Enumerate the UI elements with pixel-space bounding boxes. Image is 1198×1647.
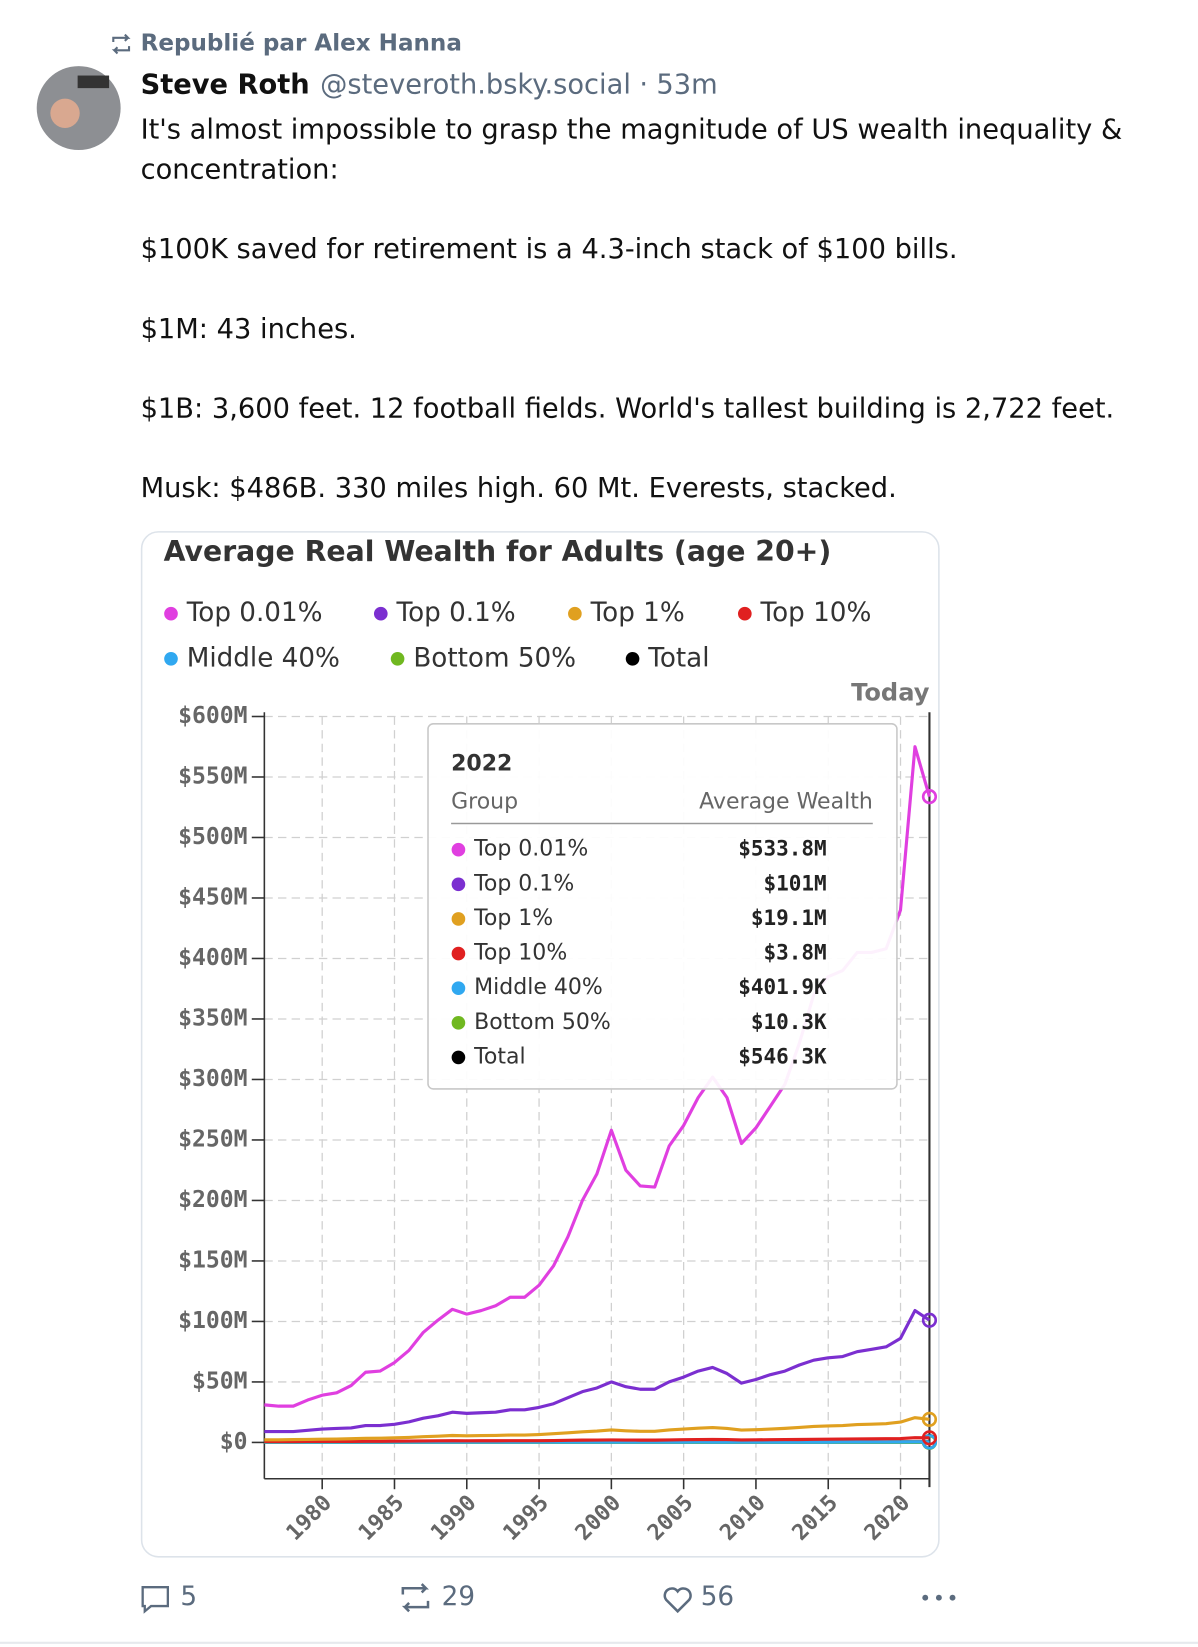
y-tick-label: $500M <box>178 824 247 850</box>
repost-icon <box>111 33 131 55</box>
author-name[interactable]: Steve Roth <box>141 70 310 101</box>
tooltip-group: Top 1% <box>473 906 553 931</box>
y-tick-label: $200M <box>178 1187 247 1213</box>
legend-label: Top 0.1% <box>396 598 516 628</box>
tooltip-header: Group <box>451 790 518 815</box>
series-line <box>264 1416 930 1442</box>
legend-swatch <box>625 651 640 666</box>
legend-label: Top 0.01% <box>186 598 323 628</box>
series-line <box>264 1308 931 1434</box>
avatar-detail <box>77 75 110 89</box>
tooltip-group: Total <box>473 1044 525 1069</box>
tooltip-group: Top 0.01% <box>473 837 588 862</box>
legend-label: Top 10% <box>760 598 872 628</box>
tooltip-value: $10.3K <box>751 1010 827 1034</box>
tooltip-value: $401.9K <box>738 975 827 999</box>
y-tick-label: $50M <box>192 1368 248 1394</box>
legend-label: Top 1% <box>590 598 685 628</box>
author-handle[interactable]: @steveroth.bsky.social <box>320 70 631 101</box>
legend-swatch <box>373 606 388 621</box>
avatar-face <box>50 98 80 128</box>
series-line <box>264 1436 930 1444</box>
like-count: 56 <box>701 1582 734 1612</box>
paragraph: Musk: $486B. 330 miles high. 60 Mt. Ever… <box>140 473 897 505</box>
end-marker <box>921 1411 938 1427</box>
legend-label: Bottom 50% <box>413 643 576 673</box>
legend-swatch <box>737 606 752 621</box>
chart-title: Average Real Wealth for Adults (age 20+) <box>164 535 832 568</box>
reply-count: 5 <box>180 1582 197 1612</box>
end-marker <box>921 788 938 805</box>
legend-swatch <box>390 651 405 666</box>
post-body: It's almost impossible to grasp the magn… <box>141 110 1180 509</box>
y-tick-label: $550M <box>178 763 247 789</box>
tooltip-swatch <box>451 912 466 926</box>
tooltip-swatch <box>451 842 466 857</box>
tooltip-value: $546.3K <box>738 1044 827 1068</box>
end-marker <box>921 1430 938 1446</box>
legend-label: Middle 40% <box>187 643 340 673</box>
y-tick-label: $250M <box>178 1126 247 1152</box>
y-tick-label: $400M <box>178 945 247 971</box>
tooltip-title: 2022 <box>451 752 512 777</box>
paragraph: It's almost impossible to grasp the magn… <box>140 114 1123 186</box>
legend-swatch <box>568 606 582 621</box>
post-time: 53m <box>656 70 717 101</box>
separator: · <box>639 70 648 101</box>
like-icon[interactable] <box>663 1587 692 1614</box>
paragraph: $100K saved for retirement is a 4.3-inch… <box>140 233 958 266</box>
today-annotation: Today <box>851 678 930 706</box>
paragraph: $1M: 43 inches. <box>140 313 357 346</box>
y-tick-label: $350M <box>178 1005 247 1031</box>
tooltip-group: Top 10% <box>473 941 567 966</box>
post-text: It's almost impossible to grasp the magn… <box>141 110 1180 509</box>
tooltip-value: $3.8M <box>764 941 827 965</box>
tooltip-swatch <box>451 946 466 961</box>
chart: $0 $50M $100M $150M $200M $250M $300M $350M $400… <box>164 598 938 1546</box>
legend-swatch <box>164 606 178 621</box>
tooltip-header: Average Wealth <box>699 790 873 815</box>
y-tick-label: $300M <box>178 1066 247 1092</box>
y-tick-label: $600M <box>178 703 247 729</box>
tooltip-group: Bottom 50% <box>474 1010 611 1035</box>
repost-count: 29 <box>442 1582 475 1612</box>
tooltip-group: Middle 40% <box>474 975 603 1000</box>
y-tick-label: $100M <box>178 1308 247 1334</box>
tooltip-swatch <box>451 1050 466 1065</box>
tooltip: 2022 Group Average Wealth Top 0.01% $533.8M T… <box>427 723 898 1090</box>
end-marker <box>921 1312 938 1328</box>
tooltip-swatch <box>451 981 466 996</box>
legend-swatch <box>164 651 178 666</box>
y-tick-label: $150M <box>178 1247 247 1273</box>
more-button[interactable] <box>922 1594 956 1601</box>
y-tick-label: $450M <box>178 884 247 910</box>
tooltip-box <box>427 723 898 1090</box>
legend-label: Total <box>647 643 709 673</box>
tooltip-group: Top 0.1% <box>473 871 574 896</box>
repost-button[interactable] <box>401 1583 430 1613</box>
tooltip-value: $19.1M <box>751 906 827 930</box>
tooltip-swatch <box>451 1015 466 1030</box>
tooltip-value: $533.8M <box>738 837 826 861</box>
paragraph: $1B: 3,600 feet. 12 football fields. Wor… <box>140 393 1115 425</box>
tooltip-swatch <box>451 877 466 892</box>
reply-icon[interactable] <box>141 1586 169 1614</box>
y-tick-label: $0 <box>220 1429 248 1455</box>
tooltip-value: $101M <box>764 871 827 895</box>
repost-label: Republié par Alex Hanna <box>141 31 462 57</box>
